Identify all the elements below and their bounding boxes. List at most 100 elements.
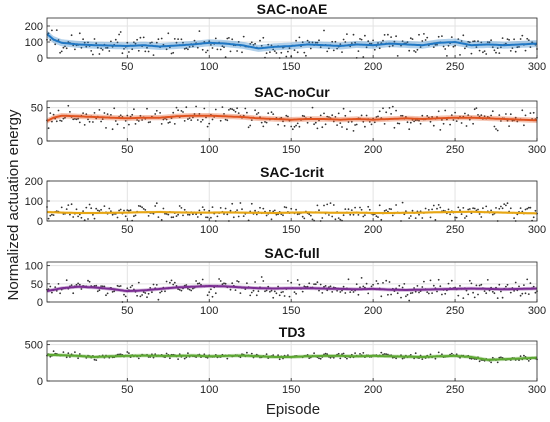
- scatter-point: [59, 51, 61, 54]
- scatter-point: [236, 50, 239, 52]
- scatter-point: [470, 282, 473, 285]
- scatter-point: [485, 53, 488, 55]
- scatter-point: [447, 282, 450, 285]
- scatter-point: [357, 50, 360, 52]
- scatter-point: [124, 295, 127, 298]
- scatter-point: [129, 286, 132, 289]
- scatter-point: [521, 34, 524, 37]
- x-tick-label: 150: [282, 384, 300, 396]
- scatter-point: [101, 118, 104, 120]
- scatter-point: [192, 45, 194, 48]
- y-tick-label: 0: [37, 53, 43, 65]
- scatter-point: [324, 352, 327, 355]
- scatter-point: [259, 39, 261, 42]
- y-tick-label: 100: [25, 261, 43, 273]
- scatter-point: [491, 46, 494, 49]
- scatter-point: [472, 207, 474, 210]
- scatter-point: [180, 38, 183, 41]
- scatter-point: [198, 282, 201, 285]
- scatter-point: [364, 214, 366, 217]
- scatter-point: [465, 125, 468, 127]
- scatter-point: [218, 278, 221, 280]
- scatter-point: [160, 219, 163, 221]
- scatter-point: [391, 44, 394, 47]
- scatter-point: [347, 208, 350, 211]
- scatter-point: [339, 218, 342, 221]
- scatter-point: [51, 29, 53, 32]
- scatter-point: [90, 50, 93, 52]
- scatter-point: [167, 122, 170, 124]
- scatter-point: [116, 41, 119, 44]
- scatter-point: [167, 32, 170, 35]
- scatter-point: [316, 127, 319, 130]
- scatter-point: [303, 217, 306, 220]
- scatter-point: [262, 125, 265, 128]
- scatter-point: [298, 125, 301, 128]
- scatter-point: [354, 206, 356, 209]
- scatter-point: [303, 51, 306, 54]
- scatter-point: [131, 284, 134, 287]
- scatter-point: [316, 204, 319, 207]
- scatter-point: [432, 46, 435, 48]
- scatter-point: [472, 40, 474, 43]
- scatter-point: [126, 351, 129, 353]
- scatter-point: [416, 285, 419, 287]
- scatter-point: [375, 215, 378, 218]
- scatter-point: [277, 354, 279, 357]
- scatter-point: [301, 290, 304, 293]
- scatter-point: [116, 284, 119, 287]
- scatter-point: [239, 292, 242, 294]
- scatter-point: [360, 208, 363, 211]
- scatter-point: [301, 114, 304, 117]
- scatter-point: [498, 207, 501, 210]
- scatter-point: [426, 291, 429, 293]
- scatter-point: [188, 288, 191, 291]
- scatter-point: [141, 119, 144, 121]
- scatter-point: [51, 213, 53, 216]
- scatter-point: [331, 40, 334, 43]
- scatter-point: [454, 216, 456, 219]
- scatter-point: [326, 50, 329, 53]
- scatter-point: [236, 280, 239, 282]
- scatter-point: [364, 286, 366, 289]
- scatter-point: [485, 205, 488, 208]
- scatter-point: [518, 359, 520, 361]
- scatter-point: [282, 357, 284, 360]
- scatter-point: [262, 36, 265, 39]
- scatter-point: [187, 287, 189, 290]
- scatter-point: [444, 109, 447, 112]
- scatter-point: [372, 213, 374, 216]
- scatter-point: [313, 283, 315, 286]
- scatter-point: [155, 41, 158, 44]
- scatter-point: [244, 107, 247, 110]
- scatter-point: [264, 290, 266, 293]
- scatter-point: [375, 116, 378, 118]
- scatter-point: [100, 120, 102, 123]
- scatter-point: [74, 118, 76, 120]
- scatter-point: [105, 294, 107, 297]
- scatter-point: [262, 280, 265, 282]
- scatter-point: [342, 107, 345, 110]
- y-tick-label: 0: [37, 136, 43, 148]
- scatter-point: [372, 39, 374, 42]
- scatter-point: [87, 218, 89, 220]
- scatter-point: [464, 47, 466, 50]
- scatter-point: [250, 352, 253, 355]
- scatter-point: [78, 213, 81, 216]
- scatter-point: [134, 42, 137, 45]
- scatter-point: [60, 206, 63, 209]
- scatter-point: [475, 107, 478, 109]
- scatter-point: [113, 290, 116, 293]
- scatter-point: [228, 37, 230, 39]
- scatter-point: [187, 118, 189, 120]
- scatter-point: [252, 44, 255, 46]
- y-tick-label: 0: [37, 216, 43, 228]
- scatter-point: [334, 116, 337, 118]
- scatter-point: [82, 210, 84, 213]
- scatter-point: [92, 121, 94, 123]
- scatter-point: [303, 115, 306, 118]
- axes-box: [46, 340, 538, 382]
- scatter-point: [141, 206, 144, 209]
- scatter-point: [154, 205, 157, 207]
- scatter-point: [524, 208, 527, 211]
